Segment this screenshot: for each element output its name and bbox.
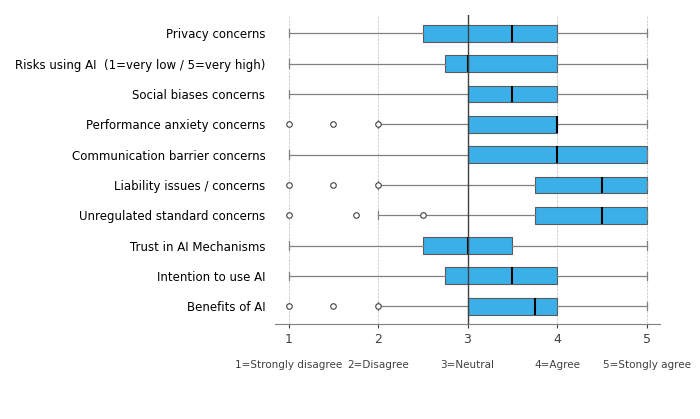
PathPatch shape [468,85,557,102]
PathPatch shape [445,55,557,72]
Text: 4=Agree: 4=Agree [534,360,580,370]
PathPatch shape [468,146,647,163]
PathPatch shape [423,237,512,254]
PathPatch shape [423,25,557,41]
PathPatch shape [535,207,647,223]
Text: 5=Stongly agree: 5=Stongly agree [603,360,690,370]
Text: 3=Neutral: 3=Neutral [440,360,494,370]
PathPatch shape [445,267,557,284]
PathPatch shape [468,298,557,315]
PathPatch shape [468,116,557,132]
Text: 1=Strongly disagree: 1=Strongly disagree [235,360,342,370]
PathPatch shape [535,176,647,193]
Text: 2=Disagree: 2=Disagree [347,360,409,370]
